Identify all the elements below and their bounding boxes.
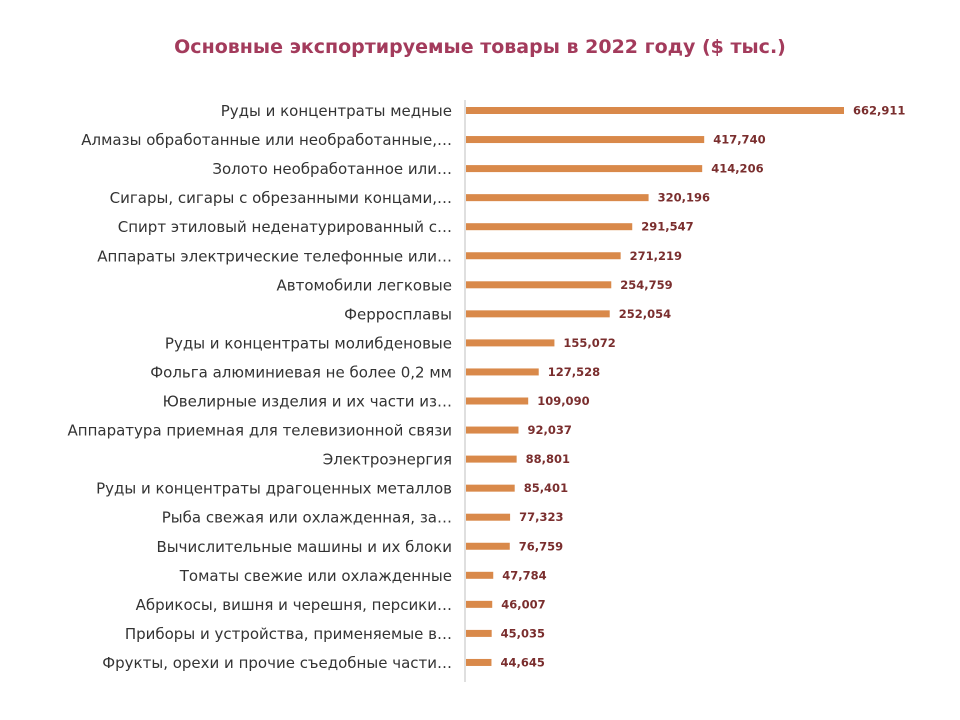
category-label-16: Томаты свежие или охлажденные xyxy=(179,567,452,585)
category-label-1: Алмазы обработанные или необработанные,… xyxy=(81,131,452,149)
bar-1 xyxy=(466,136,705,144)
value-label-0: 662,911 xyxy=(853,104,905,118)
bar-16 xyxy=(466,571,494,579)
category-label-5: Аппараты электрические телефонные или… xyxy=(97,247,452,265)
bar-3 xyxy=(466,194,649,202)
bar-10 xyxy=(466,397,529,405)
category-label-13: Руды и концентраты драгоценных металлов xyxy=(96,480,452,498)
category-label-14: Рыба свежая или охлажденная, за… xyxy=(162,509,452,527)
value-label-10: 109,090 xyxy=(537,394,589,408)
value-label-18: 45,035 xyxy=(501,626,545,640)
value-label-17: 46,007 xyxy=(501,597,545,611)
bar-2 xyxy=(466,165,703,173)
category-label-17: Абрикосы, вишня и черешня, персики… xyxy=(136,596,452,614)
value-label-2: 414,206 xyxy=(711,162,763,176)
bar-18 xyxy=(466,629,492,637)
value-label-13: 85,401 xyxy=(524,481,568,495)
category-labels-group: Руды и концентраты медные Алмазы обработа… xyxy=(68,102,452,672)
bar-14 xyxy=(466,513,511,521)
category-label-9: Фольга алюминиевая не более 0,2 мм xyxy=(150,363,452,381)
bar-17 xyxy=(466,600,493,608)
category-label-4: Спирт этиловый неденатурированный с… xyxy=(118,218,452,236)
value-label-1: 417,740 xyxy=(713,133,765,147)
value-label-9: 127,528 xyxy=(548,365,600,379)
value-labels-group: 662,911 417,740 414,206 320,196 291,547 271,2… xyxy=(500,104,905,670)
category-label-8: Руды и концентраты молибденовые xyxy=(165,334,452,352)
value-label-12: 88,801 xyxy=(526,452,570,466)
value-label-16: 47,784 xyxy=(502,568,546,582)
bar-11 xyxy=(466,426,519,434)
category-label-19: Фрукты, орехи и прочие съедобные части… xyxy=(102,654,452,672)
bar-15 xyxy=(466,542,510,550)
category-label-3: Сигары, сигары с обрезанными концами,… xyxy=(110,189,452,207)
bar-5 xyxy=(466,252,621,260)
category-label-2: Золото необработанное или… xyxy=(212,160,452,178)
value-label-8: 155,072 xyxy=(563,336,615,350)
category-label-15: Вычислительные машины и их блоки xyxy=(156,538,452,556)
value-label-5: 271,219 xyxy=(630,249,682,263)
category-label-12: Электроэнергия xyxy=(323,451,452,469)
category-label-6: Автомобили легковые xyxy=(277,276,452,294)
bar-13 xyxy=(466,484,515,492)
bar-12 xyxy=(466,455,517,463)
bar-4 xyxy=(466,223,633,231)
bar-19 xyxy=(466,658,492,666)
value-label-7: 252,054 xyxy=(619,307,671,321)
value-label-14: 77,323 xyxy=(519,510,563,524)
category-label-11: Аппаратура приемная для телевизионной св… xyxy=(68,422,452,440)
chart-title: Основные экспортируемые товары в 2022 го… xyxy=(174,36,786,58)
value-label-6: 254,759 xyxy=(620,278,672,292)
category-label-10: Ювелирные изделия и их части из… xyxy=(163,393,452,411)
value-label-4: 291,547 xyxy=(641,220,693,234)
value-label-3: 320,196 xyxy=(658,191,710,205)
value-label-19: 44,645 xyxy=(500,655,544,669)
value-label-15: 76,759 xyxy=(519,539,563,553)
category-label-0: Руды и концентраты медные xyxy=(221,102,452,120)
category-label-7: Ферросплавы xyxy=(344,305,452,323)
category-label-18: Приборы и устройства, применяемые в… xyxy=(125,625,452,643)
value-label-11: 92,037 xyxy=(527,423,571,437)
bar-9 xyxy=(466,368,539,376)
bar-6 xyxy=(466,281,612,289)
bar-8 xyxy=(466,339,555,347)
bar-0 xyxy=(466,107,844,114)
bar-7 xyxy=(466,310,610,318)
bars-group xyxy=(466,107,844,666)
